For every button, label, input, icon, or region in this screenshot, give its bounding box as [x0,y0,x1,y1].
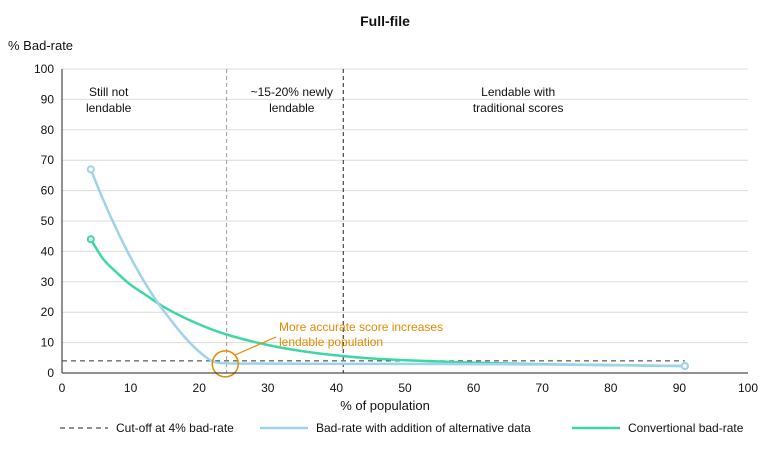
x-tick-label: 10 [124,381,138,395]
x-tick-label: 80 [604,381,618,395]
x-tick-labels: 0 10 20 30 40 50 60 70 80 90 100 [59,381,759,395]
gridlines [61,68,748,373]
y-tick-label: 60 [41,184,55,198]
x-tick-label: 50 [398,381,412,395]
y-tick-label: 40 [41,244,55,258]
region-labels: Still not lendable ~15-20% newly lendable Le… [86,85,564,115]
y-tick-label: 50 [41,214,55,228]
region-label-2: ~15-20% newly [251,85,333,99]
legend: Cut-off at 4% bad-rate Bad-rate with add… [60,421,744,435]
y-tick-label: 80 [41,123,55,137]
series-start-point [86,235,95,244]
x-tick-label: 70 [536,381,550,395]
y-tick-labels: 0 10 20 30 40 50 60 70 80 90 100 [34,62,54,380]
series-line-conventional [89,237,687,368]
region-label-1: lendable [86,101,132,115]
annotation-text: More accurate score increases [279,320,443,334]
y-tick-label: 90 [41,92,55,106]
y-tick-label: 0 [47,366,54,380]
series-group [86,165,689,371]
y-tick-label: 100 [34,62,54,76]
x-axis-label: % of population [340,398,430,413]
region-label-3: traditional scores [473,101,564,115]
annotation-circle [211,350,240,378]
chart-title: Full-file [360,13,410,29]
region-label-2: lendable [269,101,315,115]
legend-label-cutoff: Cut-off at 4% bad-rate [116,421,234,435]
x-tick-label: 60 [467,381,481,395]
y-tick-label: 20 [41,305,55,319]
y-axis-label: % Bad-rate [8,38,73,53]
x-tick-label: 100 [738,381,758,395]
legend-label-alternative-data: Bad-rate with addition of alternative da… [316,421,531,435]
series-start-point [86,165,95,174]
y-tick-label: 10 [41,336,55,350]
legend-label-conventional: Convertional bad-rate [628,421,744,435]
y-tick-label: 70 [41,153,55,167]
y-tick-label: 30 [41,275,55,289]
annotation-leader-line [235,336,277,356]
x-tick-label: 0 [59,381,66,395]
x-tick-label: 20 [193,381,207,395]
region-dividers [226,69,344,373]
x-tick-label: 30 [261,381,275,395]
series-end-point [680,362,689,371]
series-line-alternative-data [89,168,687,368]
region-label-3: Lendable with [481,85,555,99]
x-tick-label: 90 [673,381,687,395]
annotation-text: lendable population [279,335,383,349]
x-tick-label: 40 [330,381,344,395]
region-label-1: Still not [89,85,129,99]
